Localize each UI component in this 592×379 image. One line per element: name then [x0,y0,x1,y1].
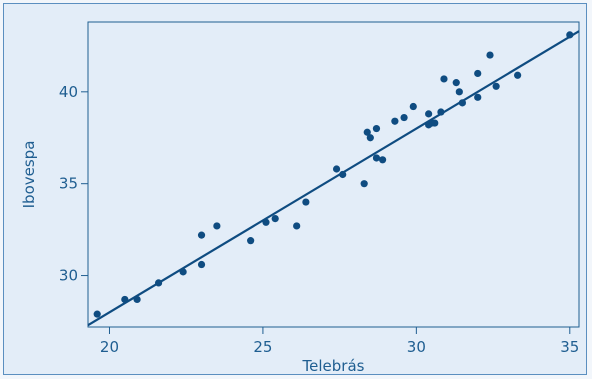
x-tick-label: 30 [407,338,426,356]
data-point [133,295,141,304]
data-point [474,69,482,78]
data-point [437,108,445,116]
data-point [474,93,482,101]
data-point [514,71,522,79]
data-point [154,279,163,287]
x-tick-label: 25 [253,338,272,356]
x-axis-label: Telebrás [302,357,365,375]
data-point [93,310,101,318]
data-point [121,295,129,304]
data-point [372,154,381,162]
y-tick-label: 40 [59,83,78,101]
data-point [332,165,341,173]
data-point [213,222,221,230]
data-point [197,260,206,269]
y-tick-label: 35 [59,175,78,193]
data-point [197,231,206,239]
data-point [363,128,371,136]
data-point [302,198,310,206]
data-point [293,222,301,230]
y-tick-label: 30 [59,267,78,285]
data-point [179,268,187,276]
data-point [262,218,270,226]
data-point [379,156,387,164]
data-point [452,79,460,87]
x-tick-label: 35 [560,338,579,356]
scatter-chart: 20 25 30 35 30 35 40 Telebrás Ibovespa [20,21,580,375]
data-point [486,51,494,59]
x-tick-label: 20 [100,338,119,356]
data-point [440,75,448,83]
data-point [271,214,279,223]
data-point [566,31,574,39]
data-point [247,237,255,245]
data-point [425,110,433,118]
data-point [360,180,368,188]
data-point [400,113,408,122]
data-point [431,119,439,127]
data-point [339,170,347,179]
data-point [492,82,500,90]
chart-figure: 20 25 30 35 30 35 40 Telebrás Ibovespa [3,3,587,375]
data-point [458,99,466,107]
y-axis-label: Ibovespa [20,141,38,209]
data-point [372,124,381,133]
data-point [391,117,399,125]
data-point [455,88,463,96]
data-point [409,102,417,111]
regression-line [87,30,580,327]
data-point [366,134,374,142]
